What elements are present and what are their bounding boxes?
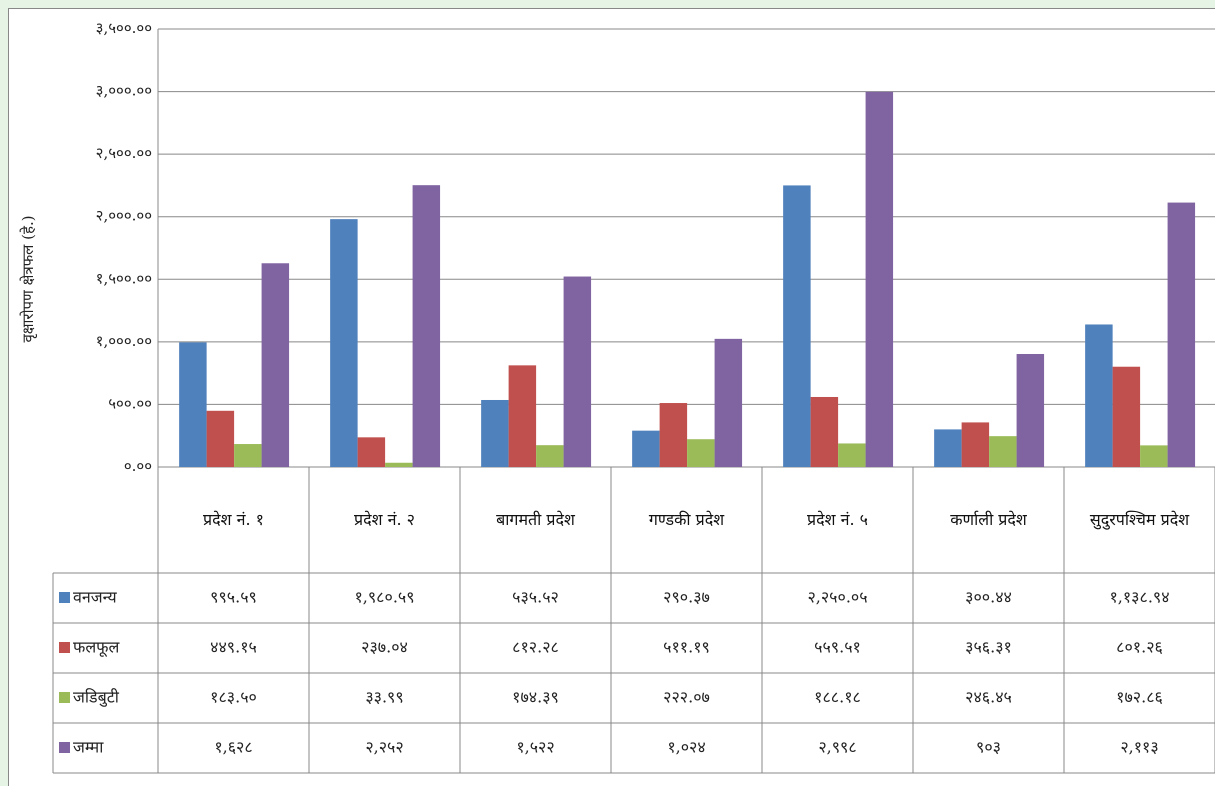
bar — [1140, 445, 1168, 467]
bar — [234, 444, 262, 467]
bar — [989, 436, 1017, 467]
y-tick-label: २,०००.०० — [96, 207, 152, 225]
legend-swatch — [59, 742, 70, 753]
bar — [261, 263, 290, 467]
y-tick-label: २,५००.०० — [96, 144, 152, 162]
table-value: २९०.३७ — [663, 588, 710, 607]
table-value: ८१२.२८ — [512, 638, 559, 657]
table-value: १७४.३९ — [512, 688, 559, 707]
legend-swatch — [59, 692, 70, 703]
table-value: ५५९.५१ — [814, 638, 861, 657]
bar — [206, 410, 235, 467]
legend-label: फलफूल — [73, 638, 121, 658]
bar — [632, 430, 660, 467]
table-value: १,१३८.९४ — [1109, 588, 1169, 607]
category-label: बागमती प्रदेश — [496, 510, 575, 529]
y-tick-label: १,०००.०० — [96, 332, 152, 350]
table-value: ३००.४४ — [965, 588, 1012, 607]
table-value: १८८.१८ — [814, 688, 861, 707]
table-value: १८३.५० — [210, 688, 257, 707]
bar — [810, 396, 839, 467]
bar — [481, 399, 509, 467]
table-value: ९९५.५९ — [210, 588, 257, 607]
y-tick-label: ३,५००.०० — [96, 19, 152, 37]
table-value: १७२.८६ — [1116, 688, 1163, 707]
y-tick-label: ५००.०० — [108, 394, 152, 412]
bar — [961, 422, 990, 467]
bar — [1085, 324, 1113, 467]
bar — [508, 365, 537, 467]
bar — [330, 219, 358, 467]
bar — [687, 439, 715, 467]
y-axis-label: वृक्षारोपण क्षेत्रफल (हे.) — [19, 215, 38, 342]
category-label: प्रदेश नं. ५ — [807, 510, 868, 529]
table-value: ५३५.५२ — [512, 588, 559, 607]
table-value: २,२५२ — [365, 738, 403, 757]
bar — [783, 185, 811, 468]
category-label: कर्णाली प्रदेश — [950, 510, 1027, 529]
table-value: २२२.०७ — [663, 688, 710, 707]
bar — [179, 342, 207, 467]
category-label: प्रदेश नं. १ — [203, 510, 264, 529]
bar — [1016, 353, 1045, 467]
category-label: गण्डकी प्रदेश — [648, 510, 725, 529]
table-value: १,९८०.५९ — [354, 588, 414, 607]
table-value: २३७.०४ — [361, 638, 408, 657]
y-tick-label: ३,०००.०० — [96, 82, 152, 100]
table-value: २४६.४५ — [965, 688, 1012, 707]
legend-label: जम्मा — [73, 738, 104, 757]
legend-swatch — [59, 642, 70, 653]
table-value: ३३.९९ — [365, 688, 403, 707]
y-tick-label: ०.०० — [124, 457, 152, 475]
bar — [385, 462, 413, 467]
table-value: ८०१.२६ — [1116, 638, 1163, 657]
table-value: ९०३ — [976, 738, 1001, 757]
table-value: २,११३ — [1120, 738, 1158, 757]
bar — [659, 403, 688, 467]
legend-label: वनजन्य — [73, 588, 117, 607]
y-tick-label: १,५००.०० — [96, 269, 152, 287]
bar — [838, 443, 866, 467]
bar — [865, 91, 894, 467]
bar — [563, 276, 592, 467]
category-label: प्रदेश नं. २ — [354, 510, 415, 529]
legend-label: जडिबुटी — [73, 688, 120, 708]
chart-frame: वृक्षारोपण क्षेत्रफल (हे.) ०.०० ५००.०० १,०… — [8, 8, 1215, 786]
legend-swatch — [59, 592, 70, 603]
table-value: ५११.१९ — [663, 638, 710, 657]
bar — [357, 437, 386, 467]
table-value: ४४९.१५ — [210, 638, 257, 657]
table-value: २,२५०.०५ — [807, 588, 867, 607]
table-value: १,६२८ — [214, 738, 252, 757]
bar — [934, 429, 962, 467]
table-value: ३५६.३१ — [965, 638, 1012, 657]
category-label: सुदुरपश्चिम प्रदेश — [1089, 510, 1190, 529]
table-value: २,९९८ — [818, 738, 856, 757]
bar — [1112, 366, 1141, 467]
bar — [714, 338, 743, 467]
bar — [536, 445, 564, 467]
table-value: १,५२२ — [516, 738, 554, 757]
table-value: १,०२४ — [667, 738, 705, 757]
bar — [1167, 202, 1196, 468]
bar — [412, 185, 441, 467]
chart: वृक्षारोपण क्षेत्रफल (हे.) ०.०० ५००.०० १,०… — [19, 19, 1215, 774]
